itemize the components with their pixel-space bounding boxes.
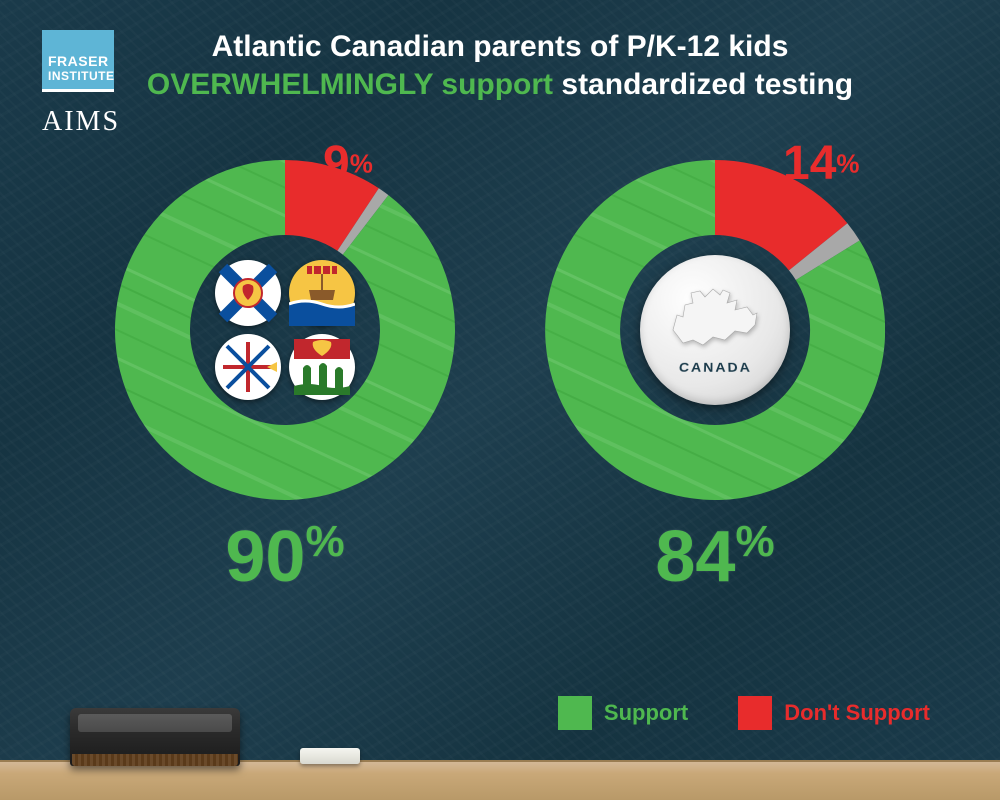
page-title: Atlantic Canadian parents of P/K-12 kids… xyxy=(0,30,1000,102)
chart-canada: 14% CANADA 84% xyxy=(545,160,885,598)
callout-canada-value: 14 xyxy=(783,137,836,190)
chalkboard-background: FRASER INSTITUTE AIMS Atlantic Canadian … xyxy=(0,0,1000,760)
chalk-icon xyxy=(300,748,360,764)
donut-atlantic-wrap: 9% xyxy=(115,160,455,500)
legend-support-label: Support xyxy=(604,700,688,726)
big-percent-canada: 84% xyxy=(655,516,774,598)
canada-map-icon xyxy=(665,285,765,355)
percent-sign: % xyxy=(305,517,344,566)
legend-dont-support: Don't Support xyxy=(738,696,930,730)
legend: Support Don't Support xyxy=(558,696,930,730)
title-emphasis: OVERWHELMINGLY support xyxy=(147,68,553,101)
title-line-2: OVERWHELMINGLY support standardized test… xyxy=(140,68,860,102)
canada-center-badge: CANADA xyxy=(640,255,790,405)
callout-atlantic: 9% xyxy=(323,136,373,191)
callout-atlantic-value: 9 xyxy=(323,137,350,190)
atlantic-province-badges xyxy=(215,260,355,400)
title-rest: standardized testing xyxy=(553,68,853,101)
charts-row: 9% 90% xyxy=(0,160,1000,598)
new-brunswick-icon xyxy=(289,260,355,326)
chart-atlantic: 9% 90% xyxy=(115,160,455,598)
legend-dont-support-label: Don't Support xyxy=(784,700,930,726)
percent-sign: % xyxy=(836,149,859,179)
donut-canada-wrap: 14% CANADA xyxy=(545,160,885,500)
big-percent-canada-value: 84 xyxy=(655,517,735,597)
big-percent-atlantic: 90% xyxy=(225,516,344,598)
chalkboard-ledge xyxy=(0,760,1000,800)
percent-sign: % xyxy=(350,149,373,179)
canada-label: CANADA xyxy=(678,360,752,375)
legend-support: Support xyxy=(558,696,688,730)
newfoundland-icon xyxy=(215,334,281,400)
title-line-1: Atlantic Canadian parents of P/K-12 kids xyxy=(140,30,860,64)
aims-logo: AIMS xyxy=(42,106,120,138)
legend-support-swatch xyxy=(558,696,592,730)
legend-dont-support-swatch xyxy=(738,696,772,730)
pei-icon xyxy=(289,334,355,400)
big-percent-atlantic-value: 90 xyxy=(225,517,305,597)
eraser-icon xyxy=(70,708,240,766)
callout-canada: 14% xyxy=(783,136,860,191)
nova-scotia-icon xyxy=(215,260,281,326)
percent-sign: % xyxy=(735,517,774,566)
